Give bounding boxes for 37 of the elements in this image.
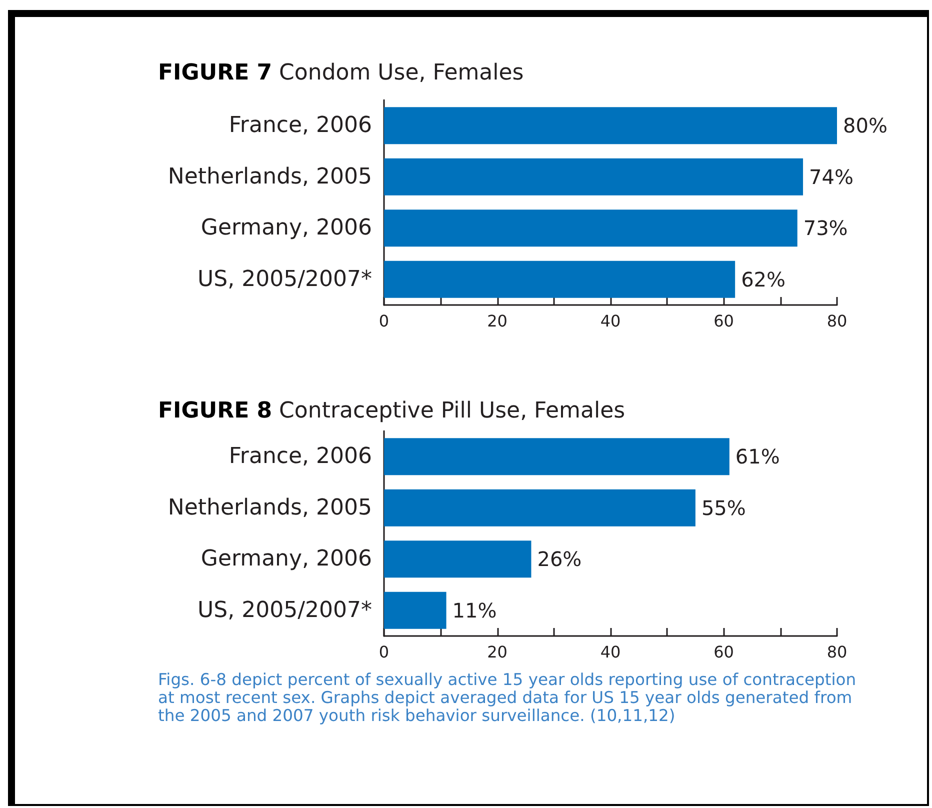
y-tick-label: Netherlands, 2005 [168, 495, 372, 520]
text: Figs. 6-8 depict percent of sexually active 15 year olds reporting use of contraception at most recent sex. Graphs depict averaged data for US 15 year olds generated from the 2005 and 2007 youth risk behavior surveillance. (10,11,12) [158, 670, 858, 725]
data-label: 62% [741, 267, 786, 292]
bar [384, 489, 696, 526]
x-tick-label: 60 [714, 642, 734, 662]
x-tick-label: 80 [826, 642, 848, 662]
y-tick-label: Germany, 2006 [200, 216, 372, 241]
x-tick-label: 0 [378, 642, 390, 662]
y-tick-label: Netherlands, 2005 [168, 164, 372, 190]
bar [384, 107, 837, 144]
data-label: 11% [452, 598, 497, 622]
data-label: 26% [537, 547, 582, 572]
y-tick-label: France, 2006 [228, 113, 372, 138]
y-tick-label: US, 2005/2007* [198, 598, 372, 623]
chart-title: FIGURE 8 Contraceptive Pill Use, Females [158, 398, 626, 424]
bar [384, 260, 736, 298]
y-tick-label: US, 2005/2007* [198, 266, 372, 292]
data-label: 74% [809, 164, 854, 189]
chart-title: FIGURE 7 Condom Use, Females [158, 60, 524, 86]
y-tick-label: Germany, 2006 [200, 546, 372, 572]
x-tick-label: 40 [600, 312, 621, 330]
data-label: 55% [701, 496, 746, 520]
x-tick-label: 0 [378, 312, 390, 330]
x-tick-label: 40 [600, 642, 621, 662]
x-tick-label: 80 [826, 312, 848, 330]
x-tick-label: 20 [487, 642, 508, 662]
bar [384, 158, 804, 196]
bar [384, 592, 446, 629]
x-tick-label: 20 [487, 312, 508, 330]
bar [384, 438, 730, 476]
data-label: 80% [843, 114, 888, 138]
bar [384, 210, 798, 247]
bar [384, 540, 532, 578]
y-tick-label: France, 2006 [228, 444, 372, 470]
x-tick-label: 60 [714, 312, 734, 330]
data-label: 61% [735, 444, 780, 469]
data-label: 73% [803, 216, 848, 240]
